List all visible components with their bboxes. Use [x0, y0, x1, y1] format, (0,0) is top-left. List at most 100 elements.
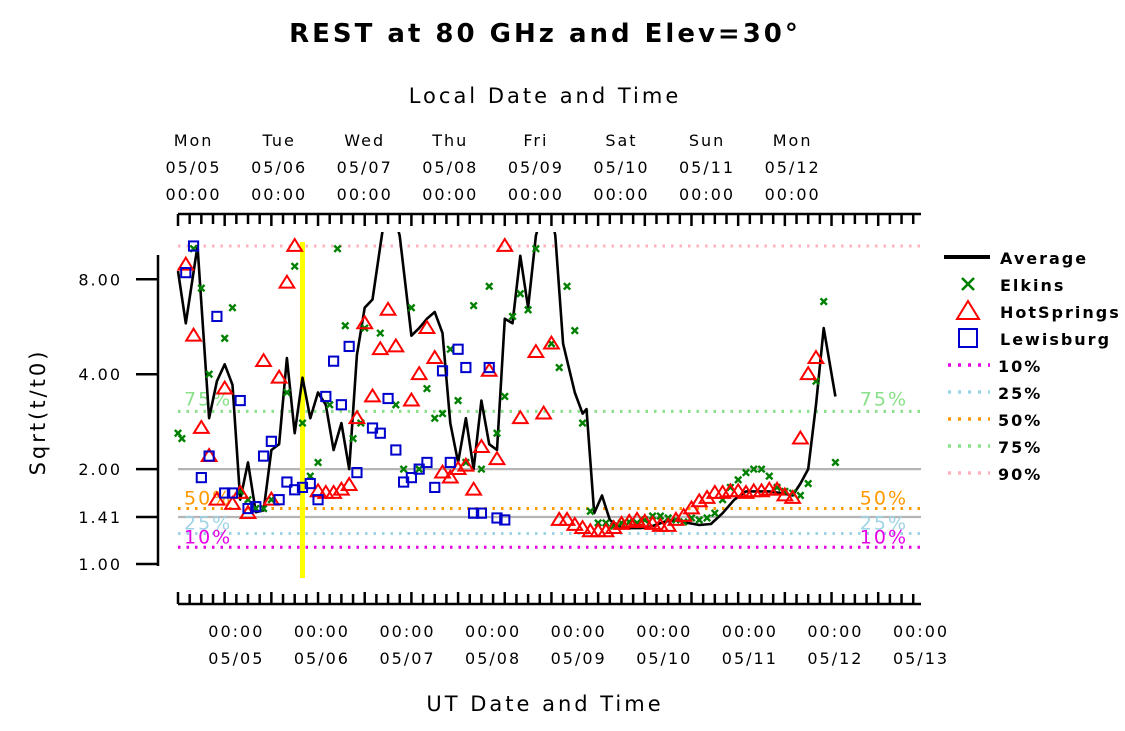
top-tick-time: 00:00 [593, 185, 649, 204]
point-hotsprings [604, 519, 623, 535]
point-hotsprings [285, 237, 304, 252]
point-elkins [197, 284, 206, 293]
point-hotsprings [627, 511, 647, 526]
point-elkins-stroke-b [349, 434, 358, 443]
point-lewisburg [180, 267, 192, 279]
top-tick-date: 05/06 [251, 158, 307, 177]
point-elkins-stroke-b [695, 515, 704, 524]
series-elkins [173, 244, 840, 531]
point-hotsprings [775, 486, 794, 502]
point-elkins-stroke-b [438, 409, 447, 418]
point-hotsprings [495, 237, 514, 252]
point-lewisburg [444, 456, 456, 469]
top-tick-time: 00:00 [251, 185, 307, 204]
point-elkins-stroke-b [399, 465, 408, 474]
top-tick-day: Tue [261, 131, 295, 150]
bottom-tick-time: 00:00 [636, 622, 692, 641]
point-lewisburg [195, 471, 207, 484]
point-lewisburg [491, 512, 503, 524]
point-elkins-stroke-b [243, 495, 253, 504]
point-elkins [282, 388, 291, 397]
point-elkins [333, 244, 342, 253]
point-lewisburg [281, 476, 293, 488]
top-tick-date: 05/11 [679, 158, 735, 177]
point-elkins-stroke-b [325, 400, 334, 409]
point-elkins-stroke-b [492, 429, 502, 438]
axes-layer: 1.00 1.41 2.00 4.00 8.00 Mon 05/05 00:00 Tue 05/0… [78, 131, 947, 668]
point-elkins-stroke-b [570, 326, 579, 335]
point-elkins-stroke-b [391, 400, 400, 409]
point-lewisburg [335, 399, 347, 411]
point-hotsprings [355, 314, 374, 330]
point-elkins [177, 434, 186, 443]
point-elkins-stroke-b [469, 301, 478, 310]
point-elkins [695, 515, 704, 524]
grid-layer: 75% 75%50% 50%25% 25%10% 10% [178, 244, 921, 549]
point-hotsprings [799, 365, 818, 381]
top-tick-day: Thu [431, 131, 468, 150]
point-elkins-stroke-b [831, 458, 840, 467]
point-elkins-stroke-b [228, 303, 237, 312]
point-hotsprings [565, 516, 584, 531]
point-hotsprings [456, 456, 476, 472]
point-lewisburg [475, 507, 488, 519]
point-elkins-stroke-b [282, 388, 291, 397]
point-elkins [469, 301, 478, 310]
top-tick-day: Fri [523, 131, 548, 150]
point-lewisburg [219, 487, 231, 499]
point-lewisburg [468, 507, 480, 519]
legend-label: 50% [998, 411, 1042, 430]
point-elkins [734, 475, 743, 484]
series-lewisburg [180, 240, 511, 526]
y-tick-label: 1.00 [78, 555, 122, 574]
point-elkins [422, 384, 432, 393]
point-lewisburg [382, 392, 394, 405]
point-lewisburg [203, 450, 215, 462]
point-hotsprings [254, 352, 273, 368]
point-hotsprings [534, 404, 553, 420]
point-elkins [524, 305, 533, 314]
point-hotsprings [184, 326, 203, 342]
point-elkins [220, 334, 229, 343]
bottom-tick-date: 05/05 [208, 649, 264, 668]
point-elkins [415, 465, 424, 474]
point-elkins-stroke-b [741, 468, 750, 477]
percentile-label-right: 75% [860, 388, 908, 410]
point-elkins-stroke-b [454, 396, 463, 405]
point-hotsprings [269, 368, 289, 384]
percentile-label-right: 25% [860, 512, 908, 534]
point-elkins [765, 472, 774, 481]
point-elkins-stroke-b [531, 244, 540, 253]
percentile-label-left: 25% [184, 512, 232, 534]
point-hotsprings [324, 484, 343, 499]
point-elkins [313, 458, 323, 467]
point-elkins [757, 465, 766, 474]
point-lewisburg [242, 502, 254, 515]
point-elkins-stroke-b [500, 392, 509, 401]
point-hotsprings [441, 468, 460, 484]
point-lewisburg [320, 390, 332, 403]
legend-label: HotSprings [1000, 303, 1121, 322]
point-elkins-stroke-b [819, 297, 828, 306]
top-tick-time: 00:00 [508, 185, 564, 204]
point-hotsprings [542, 334, 561, 350]
point-hotsprings [207, 490, 227, 506]
point-elkins [516, 289, 525, 298]
point-elkins-stroke-b [376, 329, 385, 338]
point-hotsprings [347, 409, 367, 425]
top-tick-date: 05/12 [765, 158, 821, 177]
top-tick-time: 00:00 [422, 185, 478, 204]
legend-label: 25% [998, 384, 1042, 403]
bottom-tick-date: 05/09 [551, 649, 607, 668]
point-hotsprings [767, 480, 787, 496]
point-hotsprings [363, 387, 382, 403]
point-elkins [205, 370, 214, 379]
chart-title: REST at 80 GHz and Elev=30° [289, 19, 801, 49]
point-hotsprings [472, 438, 491, 453]
point-elkins-stroke-b [313, 458, 323, 467]
legend: Average Elkins HotSprings Lewisburg 10% 25% 50… [944, 249, 1121, 484]
point-elkins [570, 326, 579, 335]
bottom-tick-date: 05/06 [294, 649, 350, 668]
point-lewisburg [289, 484, 301, 496]
